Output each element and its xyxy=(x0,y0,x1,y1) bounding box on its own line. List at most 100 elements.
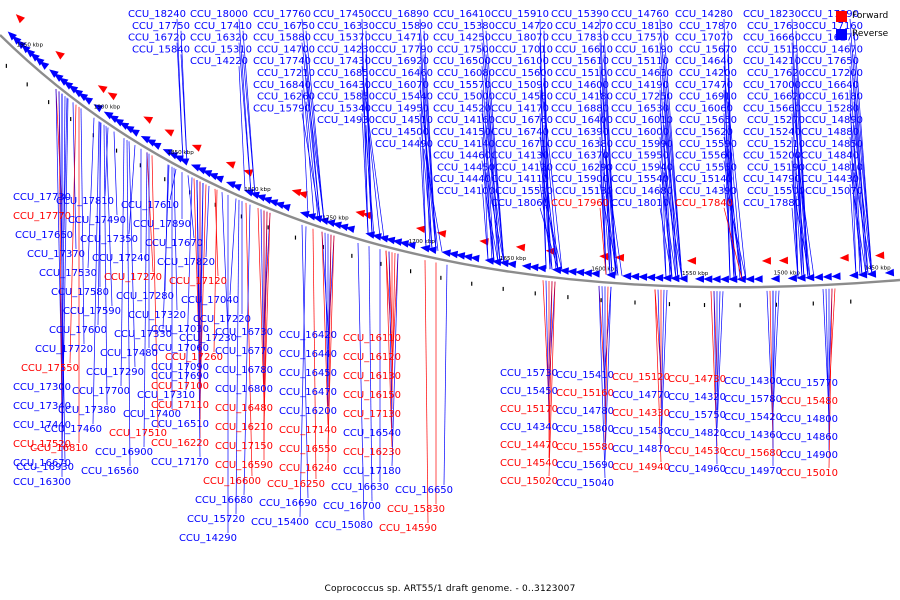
gene-leader-line xyxy=(849,184,857,276)
reverse-gene-arrow xyxy=(866,270,877,278)
gene-leader-line xyxy=(485,195,499,262)
gene-label: CCU_15400 xyxy=(251,517,309,528)
gene-label: CCU_16770 xyxy=(215,346,273,357)
gene-leader-line xyxy=(238,66,246,191)
gene-label: CCU_14760 xyxy=(611,9,669,20)
gene-leader-line xyxy=(543,195,563,271)
gene-label: CCU_17890 xyxy=(133,219,191,230)
gene-label: CCU_18070 xyxy=(491,33,549,44)
gene-label: CCU_14210 xyxy=(743,56,801,67)
gene-label: CCU_15280 xyxy=(801,103,859,114)
gene-label: CCU_17730 xyxy=(13,192,71,203)
gene-label: CCU_16240 xyxy=(279,463,337,474)
gene-label: CCU_15120 xyxy=(612,372,670,383)
gene-label: CCU_14940 xyxy=(612,462,670,473)
gene-label: CCU_14200 xyxy=(679,68,737,79)
reverse-gene-arrow xyxy=(202,170,213,178)
gene-label: CCU_15840 xyxy=(132,44,190,55)
gene-leader-line xyxy=(599,184,619,276)
gene-leader-line xyxy=(543,125,551,270)
gene-leader-line xyxy=(424,260,429,524)
gene-leader-line xyxy=(599,160,607,275)
gene-leader-line xyxy=(242,54,256,195)
gene-leader-line xyxy=(828,288,836,397)
gene-label: CCU_14270 xyxy=(555,21,613,32)
gene-leader-line xyxy=(548,281,556,477)
gene-leader-line xyxy=(388,251,393,429)
gene-leader-line xyxy=(423,77,437,251)
gene-leader-line xyxy=(663,77,683,279)
gene-leader-line xyxy=(727,148,741,280)
gene-leader-line xyxy=(543,172,551,270)
gene-label: CCU_17750 xyxy=(132,21,190,32)
gene-label: CCU_15110 xyxy=(611,56,669,67)
gene-leader-line xyxy=(143,152,148,448)
reverse-gene-arrow xyxy=(622,272,632,280)
gene-leader-line xyxy=(598,285,606,479)
gene-leader-line xyxy=(603,195,611,275)
gene-leader-line xyxy=(604,286,612,371)
gene-label: CCU_17170 xyxy=(151,457,209,468)
forward-gene-arrow xyxy=(875,251,885,260)
gene-label: CCU_14640 xyxy=(675,56,733,67)
gene-label: CCU_17870 xyxy=(679,21,737,32)
gene-leader-line xyxy=(365,101,385,239)
gene-label: CCU_18060 xyxy=(491,198,549,209)
gene-label: CCU_15080 xyxy=(315,520,373,531)
gene-leader-line xyxy=(385,250,393,353)
gene-label: CCU_16700 xyxy=(323,501,381,512)
gene-label: CCU_17000 xyxy=(743,80,801,91)
gene-leader-line xyxy=(603,172,617,276)
gene-label: CCU_17200 xyxy=(805,68,863,79)
reverse-gene-arrow xyxy=(256,194,266,202)
gene-leader-line xyxy=(659,66,673,279)
gene-leader-line xyxy=(213,189,218,353)
gene-label: CCU_16660 xyxy=(743,33,801,44)
gene-leader-line xyxy=(548,281,553,459)
gene-label: CCU_17460 xyxy=(44,424,102,435)
gene-label: CCU_14110 xyxy=(491,174,549,185)
gene-leader-line xyxy=(659,160,673,279)
gene-label: CCU_17690 xyxy=(151,371,209,382)
gene-label: CCU_17820 xyxy=(157,257,215,268)
reverse-gene-arrow xyxy=(68,85,79,94)
gene-leader-line xyxy=(423,148,443,252)
gene-leader-line xyxy=(391,253,399,467)
gene-label: CCU_16270 xyxy=(801,33,859,44)
gene-leader-line xyxy=(357,242,365,521)
reverse-gene-arrow xyxy=(345,225,356,234)
gene-label: CCU_15910 xyxy=(491,9,549,20)
gene-leader-line xyxy=(727,172,735,280)
gene-label: CCU_15140 xyxy=(675,174,733,185)
gene-label: CCU_14510 xyxy=(375,115,433,126)
gene-label: CCU_17320 xyxy=(128,310,186,321)
gene-leader-line xyxy=(301,42,321,220)
gene-label: CCU_15720 xyxy=(187,514,245,525)
gene-leader-line xyxy=(659,184,667,279)
gene-label: CCU_17430 xyxy=(313,56,371,67)
gene-label: CCU_14560 xyxy=(495,92,553,103)
scale-label: 1650 kbp xyxy=(500,256,527,262)
gene-label: CCU_16880 xyxy=(551,103,609,114)
forward-gene-arrow xyxy=(291,188,302,197)
gene-label: CCU_14130 xyxy=(491,151,549,162)
gene-label: CCU_16220 xyxy=(151,438,209,449)
gene-label: CCU_14530 xyxy=(668,446,726,457)
reverse-gene-arrow xyxy=(575,268,585,277)
gene-leader-line xyxy=(723,207,743,280)
gene-label: CCU_16420 xyxy=(279,330,337,341)
reverse-gene-arrow xyxy=(484,257,495,265)
gene-label: CCU_15750 xyxy=(668,410,726,421)
gene-leader-line xyxy=(235,199,240,515)
gene-leader-line xyxy=(69,104,77,364)
gene-label: CCU_15390 xyxy=(551,9,609,20)
gene-label: CCU_17380 xyxy=(58,405,116,416)
reverse-gene-arrow xyxy=(243,189,254,197)
gene-label: CCU_16760 xyxy=(495,115,553,126)
gene-leader-line xyxy=(229,198,237,296)
reverse-gene-arrow xyxy=(214,175,224,183)
gene-label: CCU_15340 xyxy=(313,103,371,114)
gene-label: CCU_14470 xyxy=(500,440,558,451)
gene-leader-line xyxy=(539,113,547,269)
gene-label: CCU_17130 xyxy=(343,409,401,420)
